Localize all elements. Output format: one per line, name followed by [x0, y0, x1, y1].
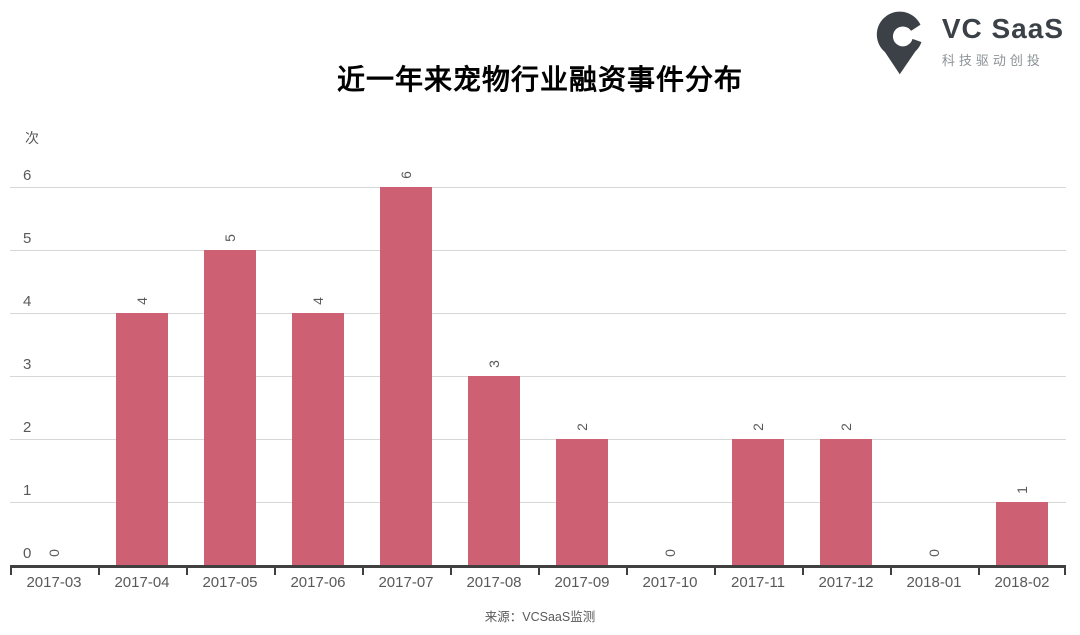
bar-value-label: 0: [925, 549, 942, 557]
bar-value-label: 0: [45, 549, 62, 557]
source-note: 来源：VCSaaS监测: [484, 610, 596, 624]
x-axis-tick-label: 2018-02: [994, 574, 1050, 591]
brand-name: VC SaaS: [941, 13, 1064, 44]
bar-2017-06: [292, 313, 344, 565]
x-axis-tick-label: 2017-12: [818, 574, 874, 591]
y-axis-tick-label: 6: [23, 167, 32, 184]
bar-value-label-wrap: 2: [714, 419, 802, 435]
y-axis-tick-label: 3: [23, 356, 32, 373]
bar-2018-02: [996, 502, 1048, 565]
bar-value-label-wrap: 3: [450, 356, 538, 372]
bar-column-2017-08: 3 2017-08: [450, 187, 538, 591]
bar-value-label: 3: [485, 360, 502, 368]
y-axis-unit-label: 次: [25, 130, 39, 146]
brand-text-block: VC SaaS 科技驱动创投: [942, 8, 1064, 69]
bar-value-label: 6: [397, 171, 414, 179]
x-axis-tick-mark: [450, 568, 452, 575]
y-axis-tick-label: 1: [23, 482, 32, 499]
bar-value-label: 4: [309, 297, 326, 305]
bar-value-label: 2: [837, 423, 854, 431]
bar-value-label: 0: [661, 549, 678, 557]
bar-value-label-wrap: 2: [802, 419, 890, 435]
gridline-y-4: [10, 313, 1066, 314]
x-axis-tick-label: 2017-10: [642, 574, 698, 591]
gridline-y-1: [10, 502, 1066, 503]
x-axis-tick-label: 2017-11: [731, 574, 785, 591]
x-axis-tick-label: 2017-09: [554, 574, 610, 591]
bar-value-label-wrap: 4: [274, 293, 362, 309]
x-axis-tick-mark: [978, 568, 980, 575]
bar-value-label: 4: [133, 297, 150, 305]
bar-value-label-wrap: 1: [978, 482, 1066, 498]
bar-value-label-wrap: 0: [626, 545, 714, 561]
bar-2017-11: [732, 439, 784, 565]
y-axis-tick-label: 4: [23, 293, 32, 310]
bar-value-label-wrap: 0: [10, 545, 98, 561]
plot-area: 6 5 4 3 2 1 0 0 2017-03 4 2017-04 5 2017-05 4 2017-06 6…: [10, 167, 1066, 591]
y-axis-tick-label: 0: [23, 545, 32, 562]
bar-value-label-wrap: 2: [538, 419, 626, 435]
x-axis-tick-mark: [626, 568, 628, 575]
brand-logo: VC SaaS 科技驱动创投: [870, 8, 1064, 76]
y-axis-tick-label: 5: [23, 230, 32, 247]
bar-2017-04: [116, 313, 168, 565]
x-axis-tick-mark: [802, 568, 804, 575]
gridline-y-5: [10, 250, 1066, 251]
bar-2017-08: [468, 376, 520, 565]
bar-value-label-wrap: 4: [98, 293, 186, 309]
x-axis-tick-mark: [714, 568, 716, 575]
x-axis-tick-mark: [538, 568, 540, 575]
bar-value-label: 2: [749, 423, 766, 431]
x-axis-tick-label: 2018-01: [906, 574, 962, 591]
bar-column-2017-09: 2 2017-09: [538, 187, 626, 591]
x-axis-tick-label: 2017-06: [290, 574, 346, 591]
x-axis-tick-label: 2017-04: [114, 574, 170, 591]
bar-value-label-wrap: 6: [362, 167, 450, 183]
x-axis-tick-label: 2017-08: [466, 574, 522, 591]
bar-2017-07: [380, 187, 432, 565]
bar-column-2018-02: 1 2018-02: [978, 187, 1066, 591]
y-axis-tick-label: 2: [23, 419, 32, 436]
bar-2017-12: [820, 439, 872, 565]
bar-value-label: 1: [1013, 486, 1030, 494]
bar-column-2017-03: 0 2017-03: [10, 187, 98, 591]
x-axis-tick-mark: [10, 568, 12, 575]
x-axis-tick-mark: [98, 568, 100, 575]
bar-column-2017-12: 2 2017-12: [802, 187, 890, 591]
bar-value-label: 5: [221, 234, 238, 242]
bar-column-2017-07: 6 2017-07: [362, 171, 450, 591]
bar-2017-05: [204, 250, 256, 565]
vcsaas-pin-icon: [876, 11, 932, 75]
gridline-y-6: [10, 187, 1066, 188]
bar-column-2017-04: 4 2017-04: [98, 187, 186, 591]
x-axis-tick-mark: [1064, 568, 1066, 575]
bar-column-2017-10: 0 2017-10: [626, 187, 714, 591]
bar-value-label-wrap: 0: [890, 545, 978, 561]
gridline-y-2: [10, 439, 1066, 440]
bar-columns: 0 2017-03 4 2017-04 5 2017-05 4 2017-06 6 2017-07…: [10, 171, 1066, 591]
x-axis-tick-label: 2017-05: [202, 574, 258, 591]
bar-column-2017-11: 2 2017-11: [714, 187, 802, 591]
x-axis-tick-mark: [890, 568, 892, 575]
brand-tagline: 科技驱动创投: [941, 52, 1044, 68]
bar-value-label-wrap: 5: [186, 230, 274, 246]
x-axis-tick-mark: [274, 568, 276, 575]
bar-2017-09: [556, 439, 608, 565]
gridline-y-3: [10, 376, 1066, 377]
x-axis-tick-mark: [186, 568, 188, 575]
bar-column-2017-06: 4 2017-06: [274, 187, 362, 591]
x-axis-tick-label: 2017-07: [378, 574, 434, 591]
bar-value-label: 2: [573, 423, 590, 431]
chart-title: 近一年来宠物行业融资事件分布: [336, 64, 743, 95]
x-axis-tick-mark: [362, 568, 364, 575]
bar-column-2018-01: 0 2018-01: [890, 187, 978, 591]
x-axis-tick-label: 2017-03: [26, 574, 82, 591]
bar-column-2017-05: 5 2017-05: [186, 187, 274, 591]
